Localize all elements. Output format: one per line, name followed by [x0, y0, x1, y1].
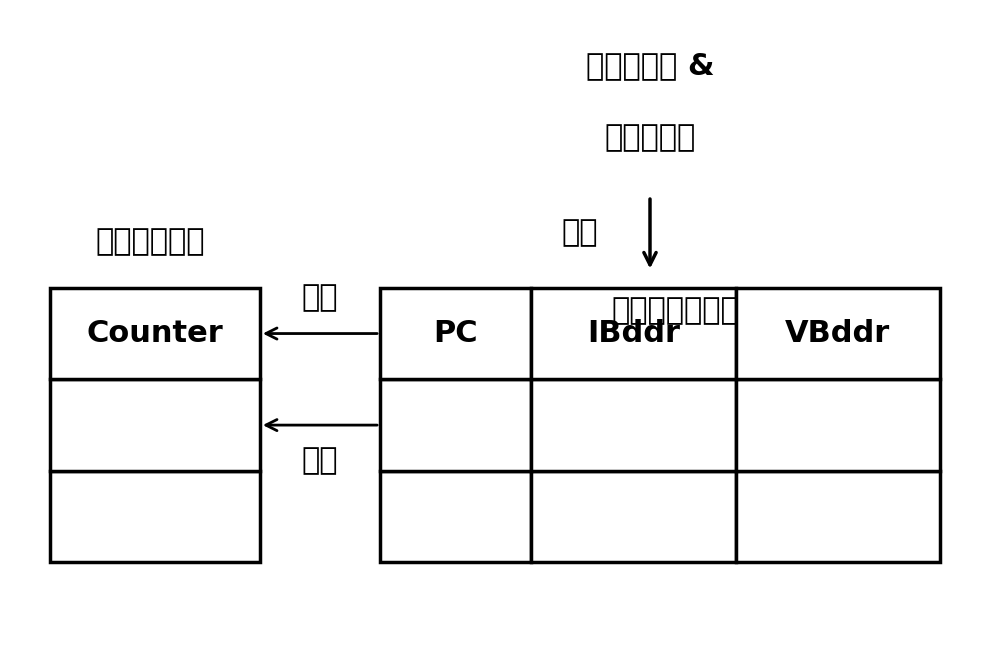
Bar	[736, 288, 940, 379]
Text: 更新: 更新	[302, 447, 338, 475]
Bar	[50, 471, 260, 562]
Text: Counter: Counter	[87, 319, 223, 348]
Text: 进入块地址 &: 进入块地址 &	[586, 51, 714, 80]
Text: 局部性预测表: 局部性预测表	[95, 228, 205, 256]
Bar	[531, 379, 736, 471]
Text: 参考: 参考	[302, 283, 338, 312]
Bar	[380, 471, 531, 562]
Bar	[531, 288, 736, 379]
Bar	[50, 288, 260, 379]
Bar	[380, 379, 531, 471]
Text: 替换历史信息表: 替换历史信息表	[611, 296, 739, 325]
Text: PC: PC	[433, 319, 478, 348]
Text: VBddr: VBddr	[785, 319, 890, 348]
Bar	[736, 471, 940, 562]
Bar	[736, 379, 940, 471]
Bar	[50, 379, 260, 471]
Text: IBddr: IBddr	[587, 319, 680, 348]
Bar	[380, 288, 531, 379]
Text: 排出块地址: 排出块地址	[604, 123, 696, 152]
Text: 保存: 保存	[562, 218, 598, 247]
Bar	[531, 471, 736, 562]
